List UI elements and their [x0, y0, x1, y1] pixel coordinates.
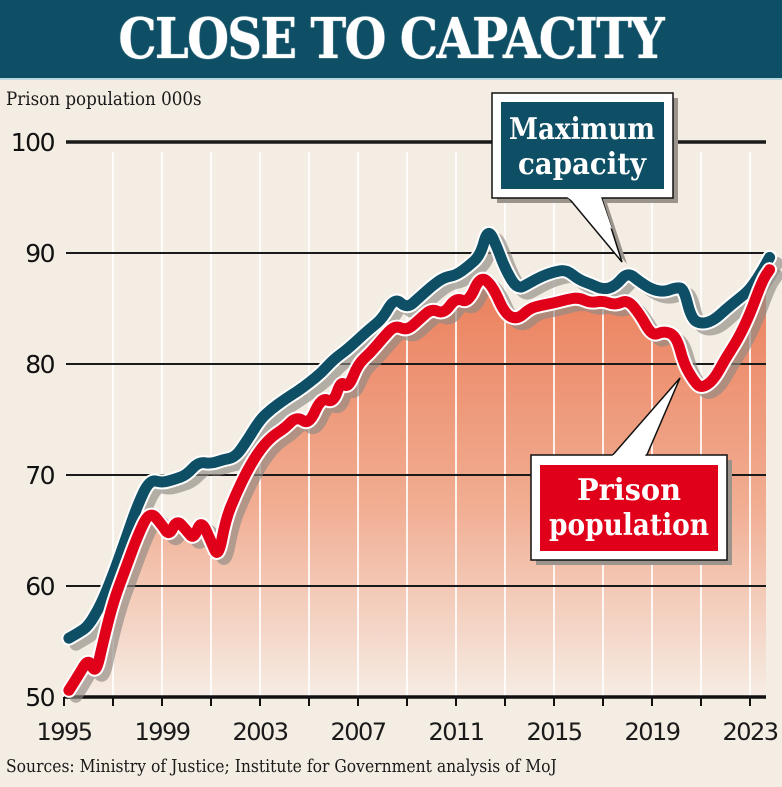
x-tick-label: 2011 — [428, 718, 483, 746]
source-note: Sources: Ministry of Justice; Institute … — [6, 756, 557, 777]
x-tick-label: 2015 — [526, 718, 581, 746]
population-callout-line1: Prison — [577, 473, 681, 508]
x-tick-label: 1995 — [36, 718, 91, 746]
population-callout: Prison population — [530, 377, 732, 565]
x-tick-label: 2003 — [232, 718, 287, 746]
capacity-series-line — [63, 228, 776, 644]
series-lines-group — [61, 226, 782, 703]
y-axis-label: Prison population 000s — [6, 88, 202, 110]
x-axis-group — [63, 695, 766, 706]
chart-title: CLOSE TO CAPACITY — [118, 6, 665, 72]
x-tick-labels-group: 1995 1999 2003 2007 2011 2015 2019 2023 — [36, 718, 779, 746]
x-tick-label: 2023 — [722, 718, 777, 746]
x-tick-label: 2019 — [624, 718, 679, 746]
y-tick-label: 60 — [25, 572, 54, 601]
y-tick-label: 50 — [25, 683, 54, 712]
capacity-callout-line2: capacity — [518, 147, 647, 182]
capacity-series-group — [61, 226, 782, 651]
capacity-callout-box — [501, 102, 664, 189]
capacity-callout-line1: Maximum — [509, 112, 655, 147]
population-series-group — [61, 262, 782, 703]
y-tick-labels-group: 50 60 70 80 90 100 — [11, 128, 56, 712]
population-area-fill — [68, 269, 770, 697]
x-tick-label: 2007 — [330, 718, 385, 746]
capacity-callout-pointer-mask — [567, 197, 612, 229]
population-callout-box — [540, 465, 718, 551]
capacity-callout: Maximum capacity — [491, 92, 678, 264]
x-tick-label: 1999 — [134, 718, 189, 746]
population-area-fill-group — [68, 269, 770, 697]
y-tick-label: 80 — [25, 350, 54, 379]
y-tick-label: 100 — [11, 128, 55, 157]
y-tick-label: 70 — [25, 461, 54, 490]
population-callout-pointer-mask — [612, 422, 660, 456]
population-callout-line2: population — [549, 508, 709, 543]
population-series-line — [63, 264, 776, 696]
title-bar: CLOSE TO CAPACITY — [0, 0, 782, 80]
y-tick-label: 90 — [25, 239, 54, 268]
